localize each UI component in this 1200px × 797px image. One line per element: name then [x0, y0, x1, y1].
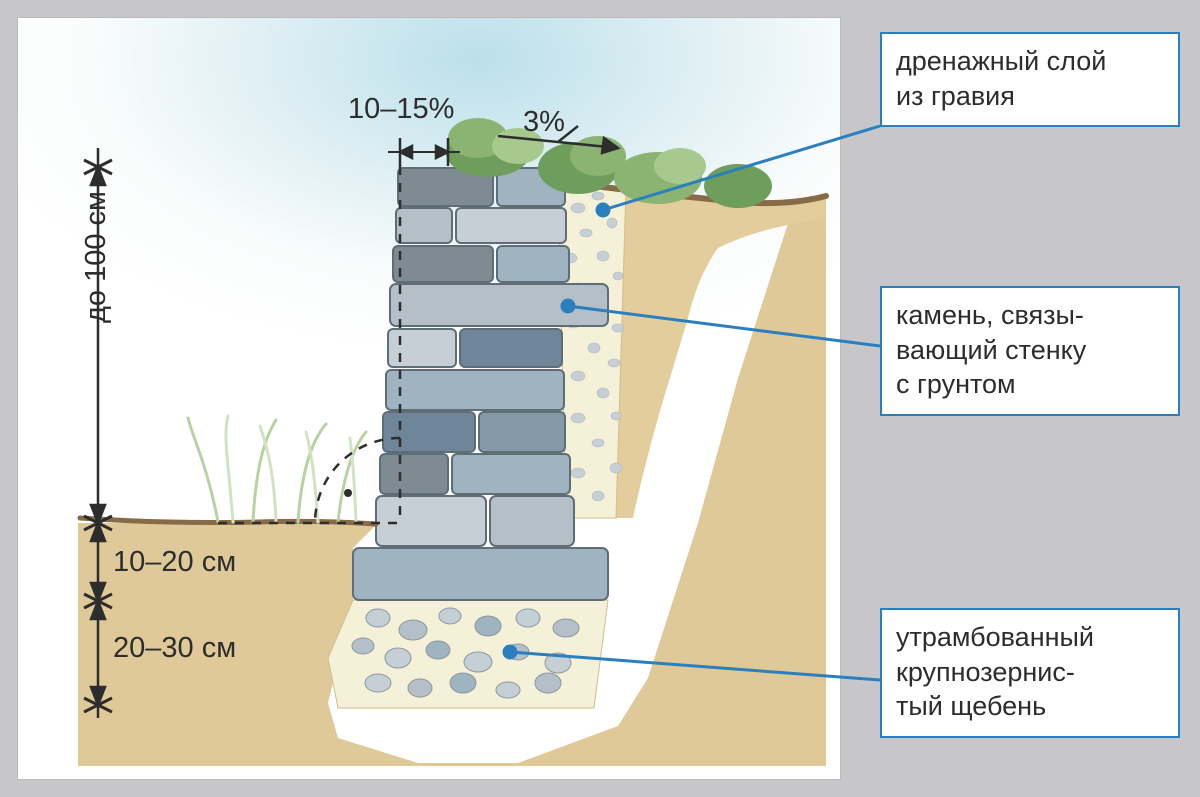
pivot-dot	[344, 489, 352, 497]
dashed-reference	[218, 166, 400, 523]
callout-line: с грунтом	[896, 369, 1016, 399]
foundation-stone	[353, 548, 608, 600]
callout-packed-gravel: утрамбованный крупнозернис- тый щебень	[880, 608, 1180, 738]
grass-base	[188, 416, 366, 522]
measure-batter	[388, 138, 460, 166]
callout-tie-stone: камень, связы- вающий стенку с грунтом	[880, 286, 1180, 416]
callout-line: крупнозернис-	[896, 657, 1075, 687]
callout-line: вающий стенку	[896, 335, 1086, 365]
label-depth-bottom: 20–30 см	[113, 632, 236, 665]
callout-gravel-layer: дренажный слой из гравия	[880, 32, 1180, 127]
callout-line: камень, связы-	[896, 300, 1084, 330]
label-height: до 100 см	[80, 191, 113, 323]
callout-line: тый щебень	[896, 691, 1046, 721]
diagram-frame: 10–15% 3% до 100 см 10–20 см 20–30 см	[18, 18, 840, 779]
callout-line: утрамбованный	[896, 622, 1094, 652]
callout-line: из гравия	[896, 81, 1015, 111]
label-batter: 10–15%	[348, 93, 454, 126]
label-slope: 3%	[523, 106, 565, 139]
label-depth-top: 10–20 см	[113, 546, 236, 579]
callout-line: дренажный слой	[896, 46, 1106, 76]
